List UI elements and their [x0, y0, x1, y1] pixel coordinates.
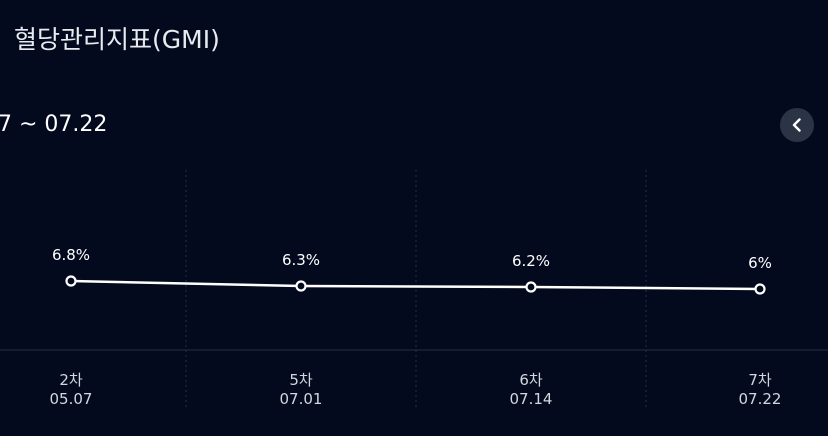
x-tick-round-1: 2차 — [59, 371, 83, 389]
x-tick-round-4: 7차 — [748, 371, 772, 389]
x-tick-date-1: 05.07 — [50, 390, 93, 408]
x-tick-date-2: 07.01 — [280, 390, 323, 408]
date-range-label: 7 ~ 07.22 — [0, 112, 108, 137]
prev-period-button[interactable] — [780, 108, 814, 142]
gmi-series-line — [70, 279, 761, 291]
chevron-left-icon — [792, 118, 801, 132]
x-tick-date-4: 07.22 — [739, 390, 782, 408]
data-point-3[interactable] — [525, 281, 537, 293]
chart-grid — [0, 170, 828, 410]
value-label-1: 6.8% — [52, 246, 90, 264]
page-title: 혈당관리지표(GMI) — [14, 25, 220, 54]
data-point-1[interactable] — [65, 275, 77, 287]
x-tick-round-2: 5차 — [289, 371, 313, 389]
x-tick-round-3: 6차 — [519, 371, 543, 389]
chart-series — [70, 279, 761, 291]
data-point-2[interactable] — [295, 280, 307, 292]
value-label-2: 6.3% — [282, 251, 320, 269]
x-tick-date-3: 07.14 — [510, 390, 553, 408]
chart-points — [65, 275, 766, 295]
chart-value-labels: 6.8% 6.3% 6.2% 6% — [52, 246, 772, 272]
value-label-3: 6.2% — [512, 252, 550, 270]
value-label-4: 6% — [748, 254, 772, 272]
data-point-4[interactable] — [754, 283, 766, 295]
